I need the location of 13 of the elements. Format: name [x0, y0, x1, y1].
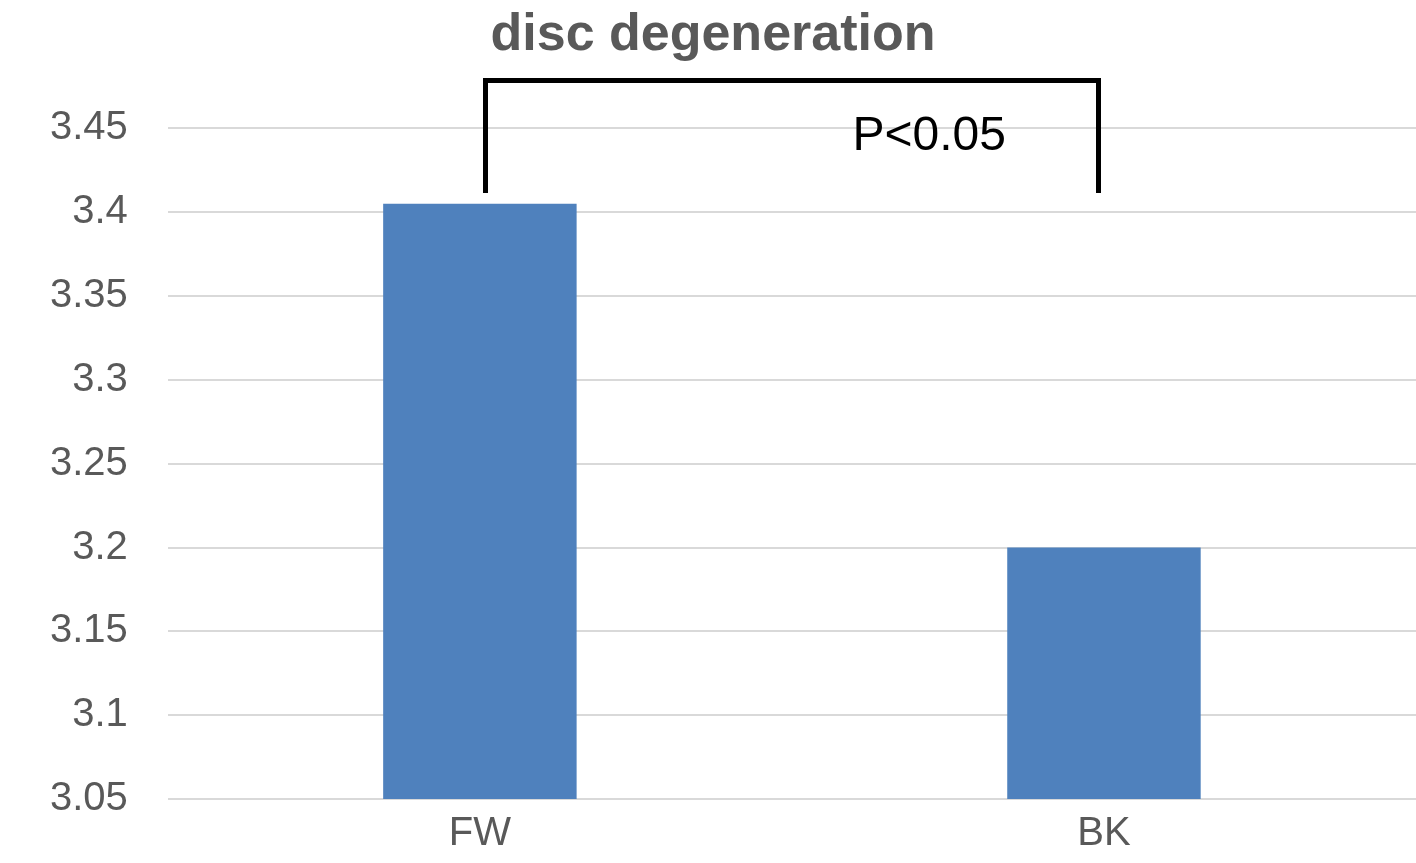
annotation: P<0.05: [852, 106, 1006, 160]
y-tick-label: 3.4: [72, 187, 128, 232]
y-tick-label: 3.45: [49, 103, 128, 148]
y-tick-label: 3.05: [49, 774, 128, 819]
y-tick-label: 3.2: [72, 522, 128, 567]
y-tick-label: 3.35: [49, 271, 128, 316]
y-tick-label: 3.25: [49, 438, 128, 483]
y-tick-label: 3.1: [72, 690, 128, 735]
y-tick-label: 3.3: [72, 354, 128, 399]
x-tick-label: BK: [1077, 809, 1131, 854]
y-tick-label: 3.15: [49, 606, 128, 651]
chart-title: disc degeneration: [490, 2, 936, 61]
x-tick-label: FW: [448, 809, 512, 854]
